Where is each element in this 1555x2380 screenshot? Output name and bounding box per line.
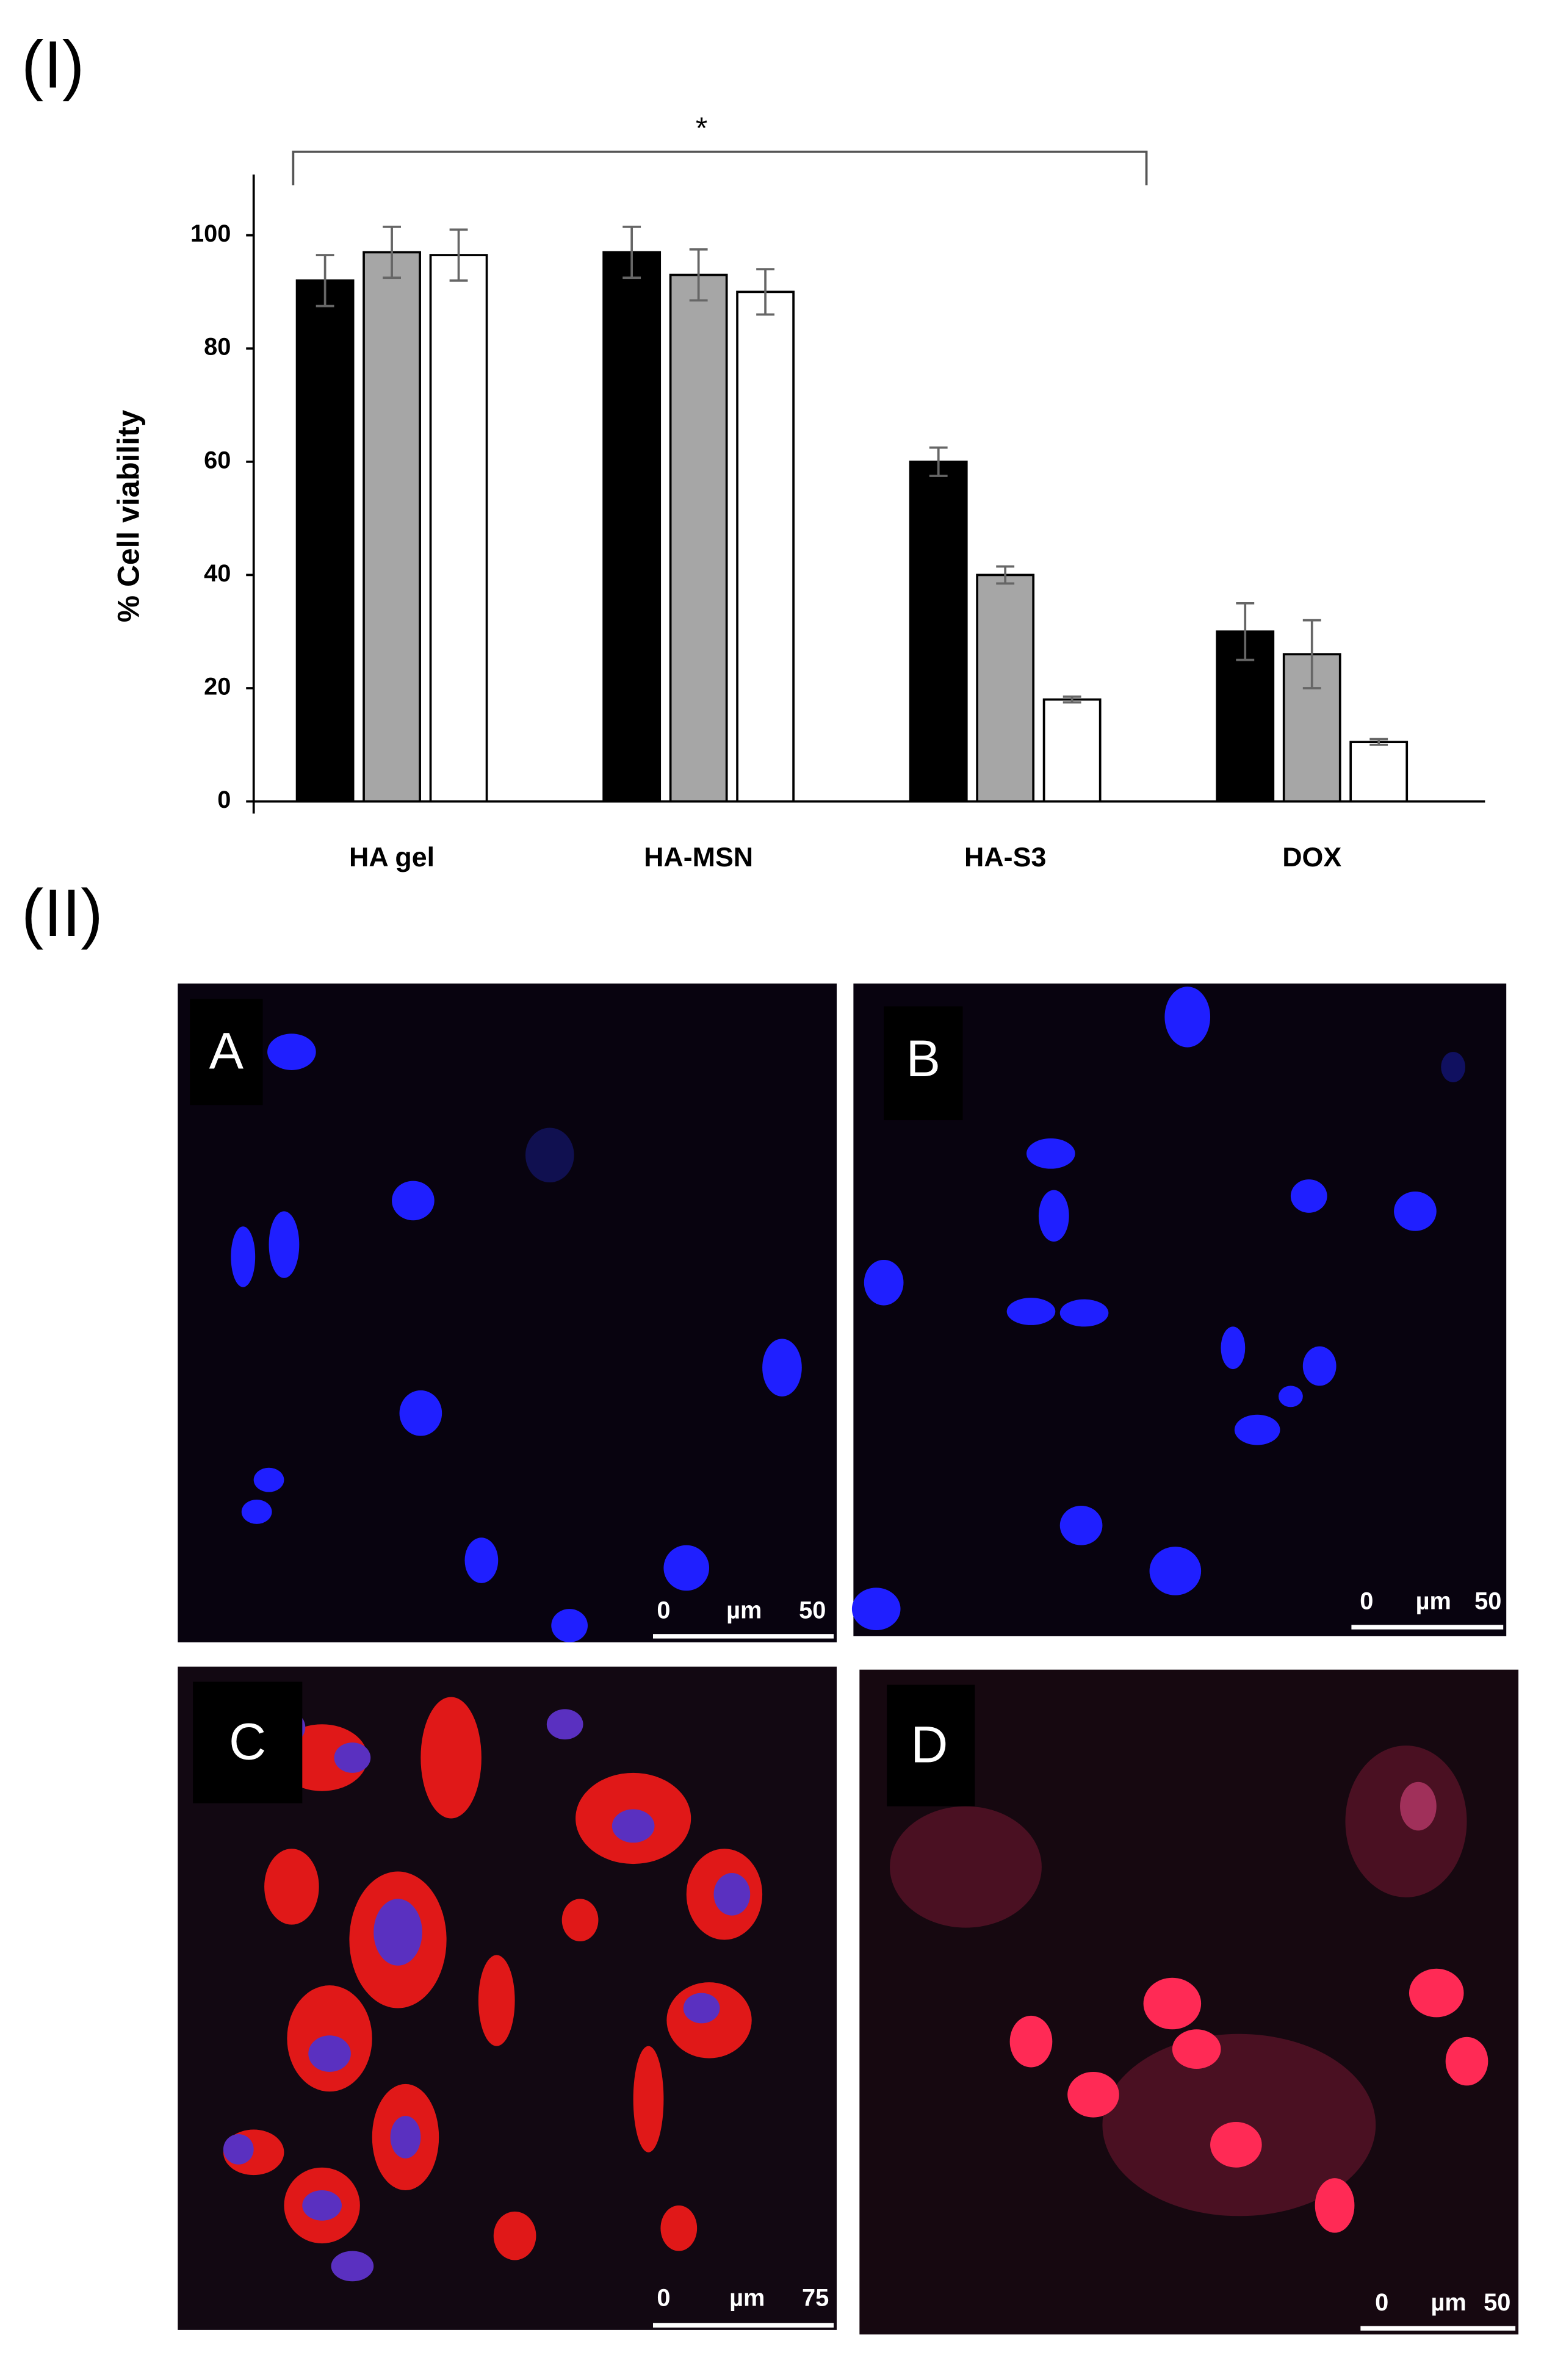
bar: [909, 460, 968, 803]
micrograph: A 0 µm 50: [178, 983, 837, 1642]
error-bar: [1302, 619, 1321, 689]
bar: [363, 251, 421, 803]
panel-label: (II): [21, 876, 103, 951]
error-bar: [383, 225, 402, 279]
annotation: *: [696, 111, 707, 145]
y-tick-label: 60: [204, 447, 231, 473]
error-bar: [1236, 602, 1255, 661]
label-box: [884, 1006, 963, 1121]
scale-bar-text: 50: [1474, 1588, 1501, 1615]
x-tick-label: HA-S3: [964, 842, 1046, 872]
scale-bar-text: 0: [1375, 2289, 1388, 2316]
micrograph: B 0 µm 50: [851, 983, 1507, 1636]
bar: [1042, 698, 1102, 803]
error-bar: [756, 268, 775, 316]
error-bar: [316, 254, 334, 307]
micrograph-label: A: [209, 1021, 244, 1079]
scale-bar-text: µm: [1416, 1588, 1451, 1615]
x-tick-label: DOX: [1282, 842, 1341, 872]
scale-bar-text: 50: [799, 1597, 826, 1624]
scale-bar-text: µm: [726, 1597, 762, 1624]
error-bar: [689, 248, 708, 302]
x-tick-label: HA-MSN: [644, 842, 753, 872]
bar: [669, 273, 728, 803]
micrograph: D 0 µm 50: [859, 1669, 1519, 2335]
label-box: [193, 1681, 303, 1803]
y-tick-label: 80: [204, 334, 231, 361]
bar: [429, 254, 488, 803]
bar: [976, 573, 1035, 803]
scale-bar-text: 0: [657, 1597, 670, 1624]
y-tick-label: 100: [190, 220, 231, 247]
error-bar: [1369, 738, 1388, 746]
scale-bar-text: µm: [729, 2285, 765, 2312]
cells: [851, 987, 1466, 1630]
bar: [295, 279, 355, 803]
error-bar: [929, 446, 948, 477]
cells: [223, 1697, 763, 2282]
y-axis-label: % Cell viability: [111, 409, 145, 622]
bar: [736, 290, 795, 803]
x-tick-label: HA gel: [349, 842, 435, 872]
scale-bar-text: µm: [1431, 2289, 1466, 2316]
error-bar: [1063, 696, 1081, 704]
error-bar: [449, 228, 468, 282]
y-tick-label: 20: [204, 674, 231, 700]
y-tick-label: 0: [217, 786, 231, 813]
label-box: [887, 1684, 975, 1807]
cells: [231, 1034, 802, 1642]
error-bar: [996, 565, 1015, 585]
scale-bar-text: 0: [657, 2285, 670, 2312]
y-tick-label: 40: [204, 560, 231, 587]
scale-bar-text: 0: [1360, 1588, 1373, 1615]
significance-bracket: [292, 150, 1148, 185]
micrograph-bg: [178, 983, 837, 1642]
scale-bar-text: 75: [802, 2285, 829, 2312]
micrograph: C 0 µm 75: [178, 1666, 837, 2330]
bar: [1349, 741, 1409, 803]
micrograph-label: C: [229, 1712, 266, 1770]
micrograph-label: B: [906, 1029, 940, 1087]
bar: [602, 251, 662, 803]
cells: [890, 1745, 1488, 2233]
error-bar: [622, 225, 641, 279]
label-box: [190, 999, 263, 1106]
panel-label: (I): [21, 27, 84, 102]
micrograph-label: D: [911, 1715, 948, 1773]
scale-bar-text: 50: [1484, 2289, 1510, 2316]
